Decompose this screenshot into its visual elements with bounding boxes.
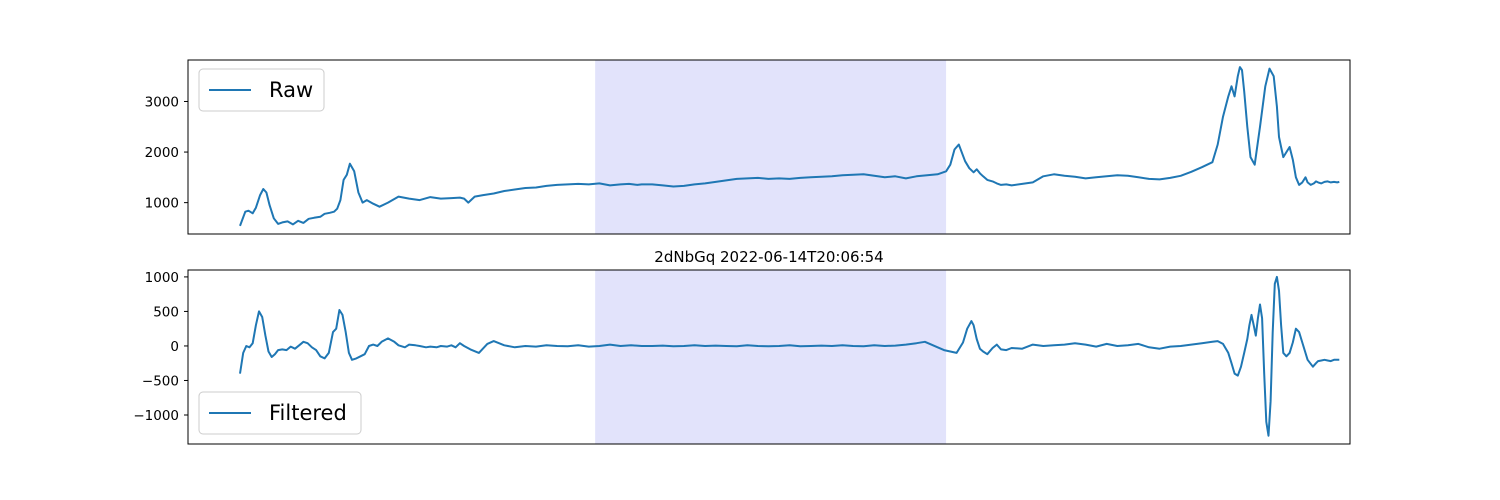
raw-legend: Raw [198, 68, 325, 112]
filtered-y-tick-label: 1000 [145, 270, 179, 286]
filtered-y-tick-label: 500 [153, 304, 179, 320]
filtered-series-line [239, 275, 1340, 437]
filtered-legend-label: Filtered [269, 401, 347, 425]
filtered-chart-title: 2dNbGq 2022-06-14T20:06:54 [654, 248, 883, 266]
filtered-plot-frame [187, 269, 1351, 445]
raw-y-tick-label: 1000 [145, 196, 179, 212]
raw-legend-box [198, 68, 325, 112]
filtered-highlight-region [595, 270, 947, 444]
filtered-legend-box [198, 391, 362, 435]
raw-plot-frame [187, 59, 1351, 235]
filtered-y-tick-label: −1000 [133, 408, 179, 424]
filtered-legend: Filtered [198, 391, 362, 435]
raw-legend-label: Raw [269, 78, 313, 102]
raw-series-line [239, 66, 1340, 227]
filtered-y-axis: −1000 −500 0 500 1000 [133, 270, 188, 424]
raw-panel: 1000 2000 3000 Raw [145, 59, 1351, 235]
raw-y-tick-label: 2000 [145, 145, 179, 161]
filtered-panel: 2dNbGq 2022-06-14T20:06:54 −1000 −500 0 500… [133, 248, 1351, 445]
raw-highlight-region [595, 60, 947, 234]
raw-y-tick-label: 3000 [145, 94, 179, 110]
filtered-y-tick-label: −500 [142, 373, 179, 389]
raw-y-axis: 1000 2000 3000 [145, 94, 188, 212]
filtered-y-tick-label: 0 [170, 339, 179, 355]
